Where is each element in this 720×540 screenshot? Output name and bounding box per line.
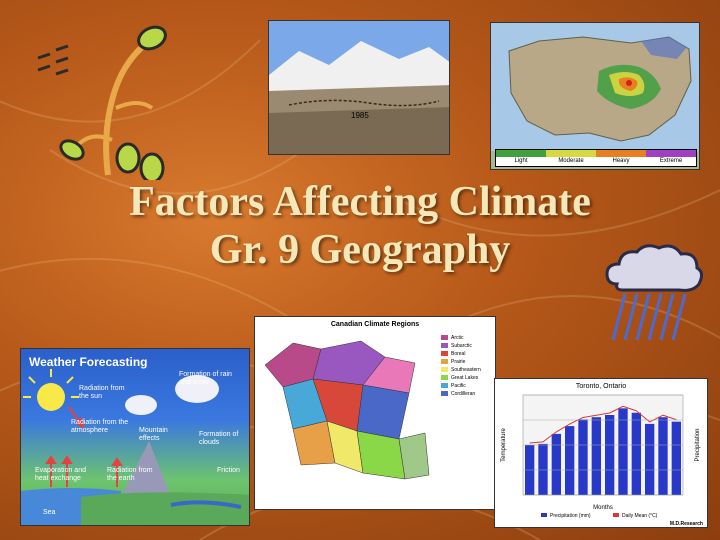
svg-text:Southeastern: Southeastern <box>451 367 481 373</box>
chart-attribution: M.D.Research <box>670 521 703 527</box>
legend-heavy: Heavy <box>596 150 646 166</box>
legend-extreme: Extreme <box>646 150 696 166</box>
svg-text:Daily Mean (°C): Daily Mean (°C) <box>622 513 658 519</box>
wf-label-5: Evaporation and heat exchange <box>35 467 95 482</box>
wf-label-4: Formation of clouds <box>199 431 247 446</box>
mountain-photo: 1985 <box>268 20 450 155</box>
wf-label-3: Mountain effects <box>139 427 179 442</box>
map-legend: Light Moderate Heavy Extreme <box>495 149 697 167</box>
wf-label-8: Sea <box>43 509 55 517</box>
chart-ylabel-right: Precipitation <box>695 428 701 461</box>
wf-label-7: Friction <box>217 467 247 475</box>
svg-text:Pacific: Pacific <box>451 383 466 389</box>
wf-label-1: Formation of rain and snow <box>179 371 239 386</box>
us-precip-map: Light Moderate Heavy Extreme <box>490 22 700 170</box>
wf-label-0: Radiation from the sun <box>79 385 129 400</box>
slide-container: 1985 Light Moderate Heavy Extreme .legen… <box>0 0 720 540</box>
storm-cloud-clipart <box>595 240 710 350</box>
legend-moderate: Moderate <box>546 150 596 166</box>
toronto-bar-chart: Toronto, Ontario Months Temperature Prec… <box>494 378 708 528</box>
svg-text:Great Lakes: Great Lakes <box>451 375 479 381</box>
svg-text:Cordilleran: Cordilleran <box>451 391 475 397</box>
svg-text:Subarctic: Subarctic <box>451 343 472 349</box>
chart-xlabel: Months <box>593 505 613 511</box>
svg-text:Arctic: Arctic <box>451 335 464 341</box>
weather-forecasting-panel: Weather Forecasting Radiation from the s… <box>20 348 250 526</box>
wf-label-2: Radiation from the atmosphere <box>71 419 131 434</box>
slide-title-line1: Factors Affecting Climate <box>0 178 720 226</box>
climate-regions-map: Canadian Climate Regions Arctic Subarcti… <box>254 316 496 510</box>
svg-text:Precipitation (mm): Precipitation (mm) <box>550 513 591 519</box>
plant-clipart <box>20 20 170 180</box>
svg-text:Boreal: Boreal <box>451 351 465 357</box>
svg-text:Prairie: Prairie <box>451 359 466 365</box>
wf-label-6: Radiation from the earth <box>107 467 157 482</box>
chart-ylabel-left: Temperature <box>501 427 507 461</box>
chart-title: Toronto, Ontario <box>495 383 707 390</box>
legend-light: Light <box>496 150 546 166</box>
chart-svg: Months Temperature Precipitation Precipi… <box>495 379 708 528</box>
photo-annotation: 1985 <box>351 111 369 120</box>
